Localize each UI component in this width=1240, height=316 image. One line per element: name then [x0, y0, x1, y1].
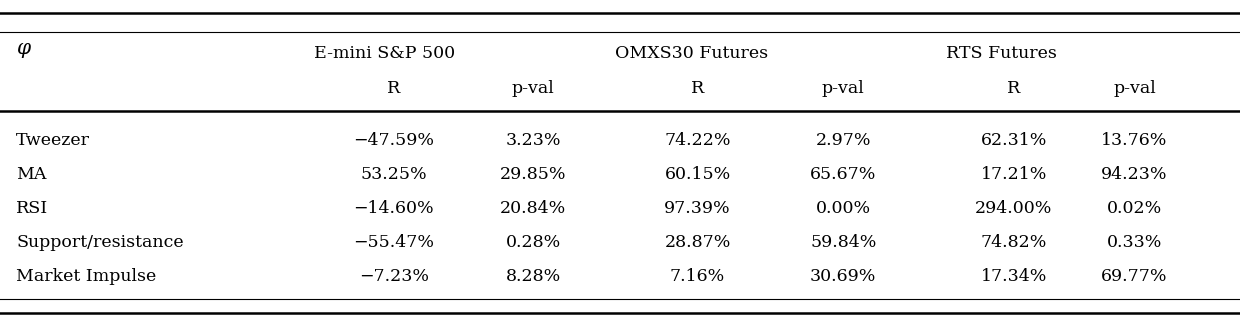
Text: 29.85%: 29.85% — [500, 166, 567, 183]
Text: 17.21%: 17.21% — [981, 166, 1047, 183]
Text: 69.77%: 69.77% — [1101, 268, 1168, 285]
Text: φ: φ — [16, 40, 30, 58]
Text: −55.47%: −55.47% — [353, 234, 434, 251]
Text: 7.16%: 7.16% — [670, 268, 725, 285]
Text: 60.15%: 60.15% — [665, 166, 730, 183]
Text: 94.23%: 94.23% — [1101, 166, 1168, 183]
Text: 0.02%: 0.02% — [1107, 200, 1162, 217]
Text: 20.84%: 20.84% — [500, 200, 567, 217]
Text: 13.76%: 13.76% — [1101, 132, 1168, 149]
Text: 62.31%: 62.31% — [981, 132, 1047, 149]
Text: 65.67%: 65.67% — [810, 166, 877, 183]
Text: 294.00%: 294.00% — [975, 200, 1053, 217]
Text: R: R — [387, 80, 401, 97]
Text: −14.60%: −14.60% — [353, 200, 434, 217]
Text: p-val: p-val — [822, 80, 864, 97]
Text: 0.28%: 0.28% — [506, 234, 560, 251]
Text: 3.23%: 3.23% — [506, 132, 560, 149]
Text: R: R — [1007, 80, 1021, 97]
Text: 0.00%: 0.00% — [816, 200, 870, 217]
Text: R: R — [691, 80, 704, 97]
Text: Market Impulse: Market Impulse — [16, 268, 156, 285]
Text: −47.59%: −47.59% — [353, 132, 434, 149]
Text: OMXS30 Futures: OMXS30 Futures — [615, 45, 769, 62]
Text: Support/resistance: Support/resistance — [16, 234, 184, 251]
Text: MA: MA — [16, 166, 46, 183]
Text: 53.25%: 53.25% — [361, 166, 427, 183]
Text: RSI: RSI — [16, 200, 48, 217]
Text: 28.87%: 28.87% — [665, 234, 730, 251]
Text: 74.22%: 74.22% — [665, 132, 730, 149]
Text: 59.84%: 59.84% — [810, 234, 877, 251]
Text: Tweezer: Tweezer — [16, 132, 91, 149]
Text: RTS Futures: RTS Futures — [946, 45, 1058, 62]
Text: p-val: p-val — [512, 80, 554, 97]
Text: 2.97%: 2.97% — [816, 132, 870, 149]
Text: 17.34%: 17.34% — [981, 268, 1047, 285]
Text: 0.33%: 0.33% — [1107, 234, 1162, 251]
Text: 8.28%: 8.28% — [506, 268, 560, 285]
Text: E-mini S&P 500: E-mini S&P 500 — [314, 45, 455, 62]
Text: p-val: p-val — [1114, 80, 1156, 97]
Text: 74.82%: 74.82% — [981, 234, 1047, 251]
Text: 97.39%: 97.39% — [665, 200, 730, 217]
Text: 30.69%: 30.69% — [810, 268, 877, 285]
Text: −7.23%: −7.23% — [358, 268, 429, 285]
